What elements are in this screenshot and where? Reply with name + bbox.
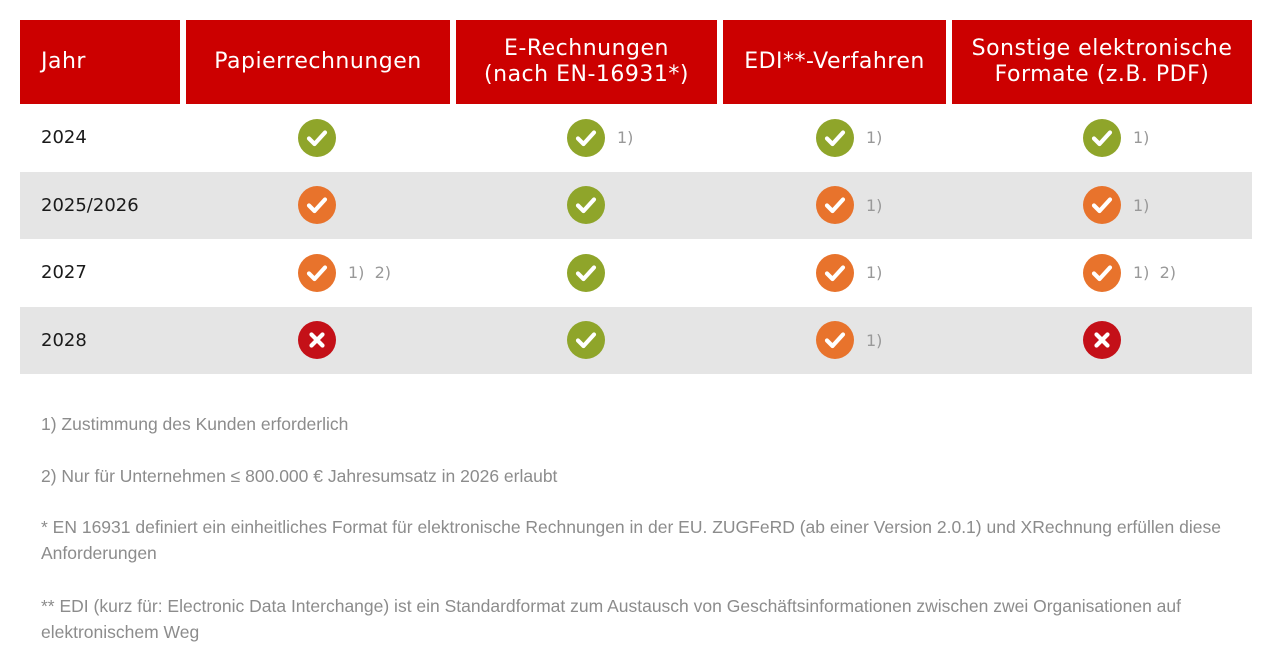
header-paper-invoices: Papierrechnungen [186, 20, 450, 104]
status-cell [567, 186, 605, 225]
footnote-2: 2) Nur für Unternehmen ≤ 800.000 € Jahre… [41, 466, 558, 486]
green-check-icon [816, 118, 854, 157]
orange-check-icon [1083, 253, 1121, 292]
status-cell [567, 253, 605, 292]
footnote-reference: 1) [866, 263, 883, 283]
orange-check-icon [816, 186, 854, 225]
green-check-icon [1083, 118, 1121, 157]
footnote-asterisk: * EN 16931 definiert ein einheitliches F… [41, 517, 1221, 563]
red-cross-icon [298, 321, 336, 360]
green-check-icon [567, 186, 605, 225]
year-cell: 2027 [41, 262, 87, 284]
orange-check-icon [1083, 186, 1121, 225]
footnote-double-asterisk: ** EDI (kurz für: Electronic Data Interc… [41, 596, 1181, 642]
header-year: Jahr [20, 20, 180, 104]
footnote-reference: 1) 2) [1133, 263, 1177, 283]
status-cell: 1) [1083, 186, 1150, 225]
green-check-icon [298, 118, 336, 157]
status-cell [298, 186, 336, 225]
status-cell: 1) [816, 118, 883, 157]
status-cell: 1) [816, 321, 883, 360]
year-cell: 2024 [41, 127, 87, 149]
footnote-reference: 1) [866, 128, 883, 148]
header-e-invoices: E-Rechnungen (nach EN-16931*) [456, 20, 717, 104]
year-cell: 2028 [41, 329, 87, 351]
footnote-reference: 1) 2) [348, 263, 392, 283]
red-cross-icon [1083, 321, 1121, 360]
table-row: 2024 1) 1) 1) [20, 104, 1252, 172]
status-cell [298, 321, 336, 360]
green-check-icon [567, 253, 605, 292]
invoice-format-table: Jahr Papierrechnungen E-Rechnungen (nach… [20, 20, 1252, 374]
orange-check-icon [298, 186, 336, 225]
status-cell: 1) 2) [298, 253, 392, 292]
status-cell [1083, 321, 1121, 360]
status-cell: 1) 2) [1083, 253, 1177, 292]
orange-check-icon [298, 253, 336, 292]
header-edi: EDI**-Verfahren [723, 20, 946, 104]
table-row: 2027 1) 2) 1) 1) 2) [20, 239, 1252, 307]
orange-check-icon [816, 321, 854, 360]
year-cell: 2025/2026 [41, 194, 139, 216]
footnote-reference: 1) [866, 330, 883, 350]
status-cell: 1) [567, 118, 634, 157]
header-other-formats: Sonstige elektronische Formate (z.B. PDF… [952, 20, 1252, 104]
status-cell: 1) [1083, 118, 1150, 157]
orange-check-icon [816, 253, 854, 292]
table-row: 2025/2026 1) 1) [20, 171, 1252, 239]
status-cell [298, 118, 336, 157]
status-cell: 1) [816, 186, 883, 225]
footnote-reference: 1) [1133, 128, 1150, 148]
status-cell [567, 321, 605, 360]
footnote-reference: 1) [617, 128, 634, 148]
footnote-1: 1) Zustimmung des Kunden erforderlich [41, 414, 349, 434]
footnote-reference: 1) [1133, 195, 1150, 215]
green-check-icon [567, 321, 605, 360]
green-check-icon [567, 118, 605, 157]
footnote-reference: 1) [866, 195, 883, 215]
status-cell: 1) [816, 253, 883, 292]
table-row: 2028 1) [20, 306, 1252, 374]
table-header-row: Jahr Papierrechnungen E-Rechnungen (nach… [20, 20, 1252, 104]
